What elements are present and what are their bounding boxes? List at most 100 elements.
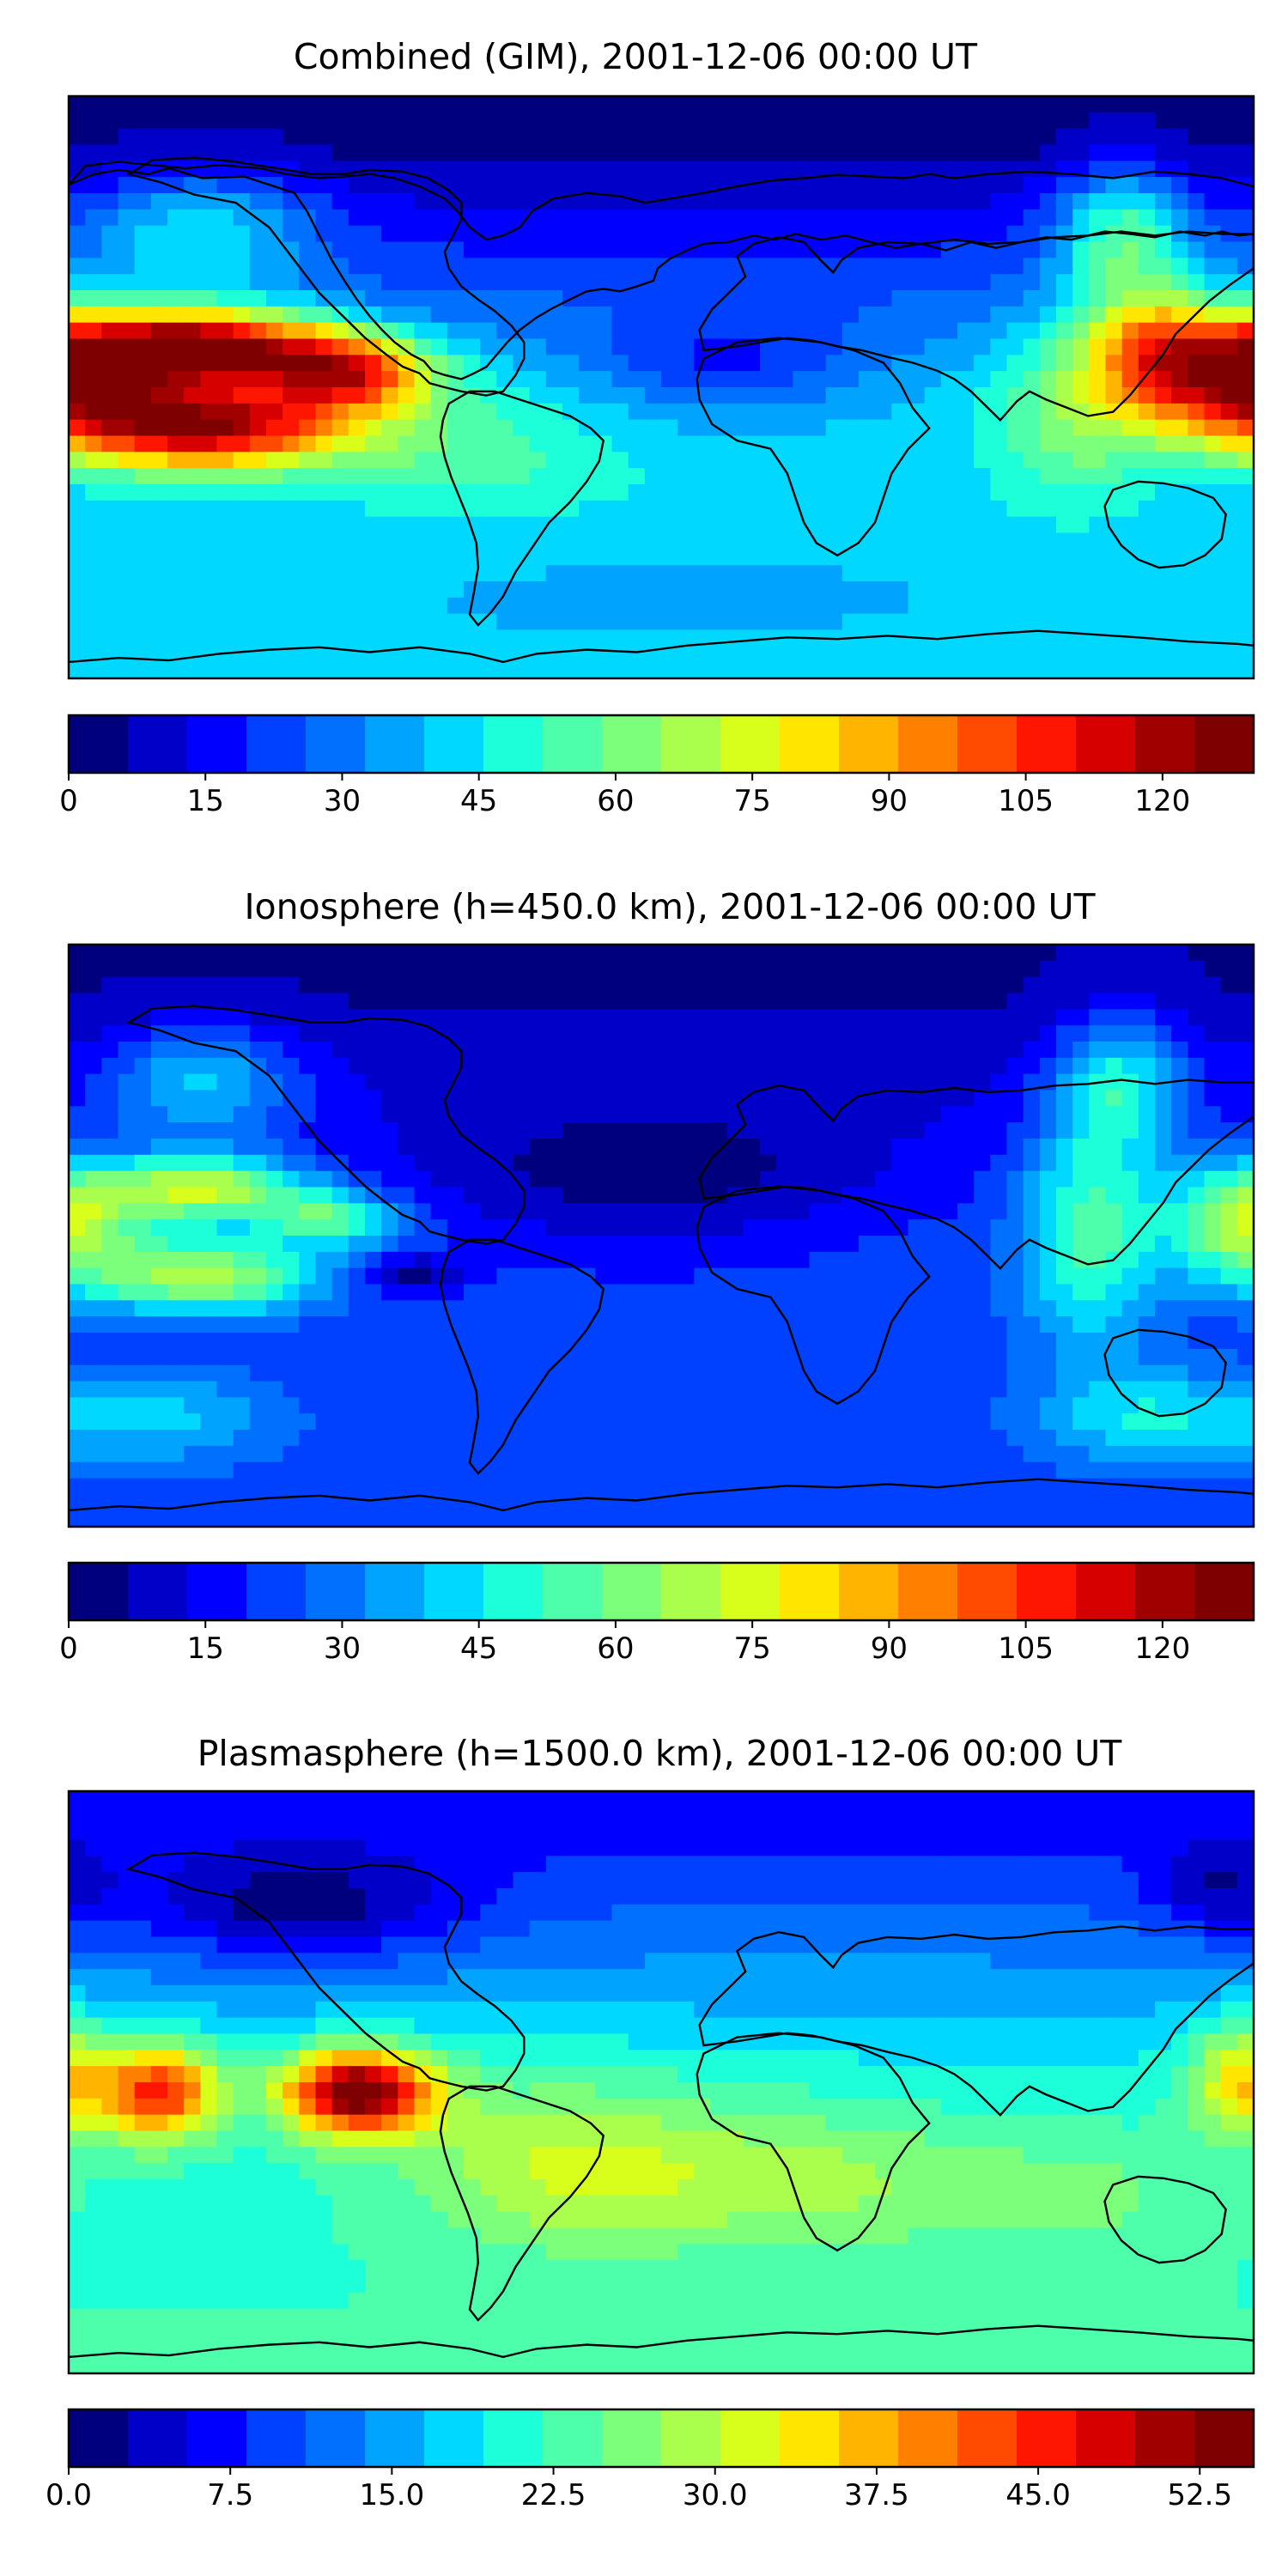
field-cell	[150, 435, 168, 453]
field-cell	[1171, 581, 1188, 598]
field-cell	[1155, 387, 1172, 404]
field-cell	[447, 1461, 465, 1479]
field-cell	[1089, 597, 1107, 615]
field-cell	[825, 945, 843, 962]
field-cell	[1089, 1348, 1107, 1366]
field-cell	[283, 1187, 300, 1204]
field-cell	[595, 629, 613, 647]
field-cell	[595, 549, 613, 566]
field-cell	[331, 435, 349, 453]
field-cell	[1155, 500, 1172, 518]
colorbar-segment	[957, 715, 1018, 773]
field-cell	[266, 1300, 283, 1317]
field-cell	[315, 144, 333, 161]
field-cell	[69, 1219, 86, 1236]
field-cell	[628, 1025, 646, 1042]
field-cell	[1105, 945, 1123, 962]
field-cell	[1236, 193, 1255, 210]
field-cell	[118, 452, 136, 469]
field-cell	[150, 338, 168, 355]
field-cell	[150, 1316, 168, 1334]
field-cell	[957, 209, 975, 227]
field-cell	[924, 1236, 942, 1253]
field-cell	[825, 1009, 843, 1026]
field-cell	[974, 629, 991, 647]
field-cell	[990, 161, 1008, 178]
field-cell	[726, 1203, 744, 1220]
field-cell	[908, 468, 926, 485]
field-cell	[249, 662, 267, 679]
field-cell	[726, 112, 744, 130]
field-cell	[200, 258, 218, 275]
field-cell	[809, 128, 827, 146]
field-cell	[1204, 241, 1222, 258]
field-cell	[908, 1397, 926, 1414]
field-cell	[661, 613, 678, 631]
field-cell	[1023, 177, 1041, 194]
field-cell	[249, 1042, 267, 1059]
field-cell	[793, 290, 811, 307]
field-cell	[1006, 1251, 1024, 1269]
field-cell	[381, 1090, 398, 1107]
field-cell	[875, 1009, 892, 1026]
field-cell	[1105, 209, 1123, 227]
field-cell	[1056, 532, 1073, 550]
field-cell	[1121, 1219, 1139, 1236]
field-cell	[1072, 500, 1090, 518]
field-cell	[331, 1333, 349, 1350]
field-cell	[134, 355, 152, 372]
field-cell	[315, 549, 333, 566]
field-cell	[496, 1170, 514, 1188]
field-cell	[595, 565, 613, 582]
field-cell	[726, 1397, 744, 1414]
field-cell	[464, 613, 481, 631]
field-cell	[793, 1154, 811, 1172]
field-cell	[875, 1364, 892, 1382]
field-cell	[1056, 1025, 1073, 1042]
field-cell	[990, 1300, 1008, 1317]
field-cell	[1056, 581, 1073, 598]
field-cell	[1089, 662, 1107, 679]
colorbar-segment	[306, 715, 366, 773]
field-cell	[150, 516, 168, 534]
field-cell	[710, 161, 728, 178]
field-cell	[1023, 387, 1041, 404]
field-cell	[315, 403, 333, 421]
field-cell	[1006, 1139, 1024, 1156]
field-cell	[118, 209, 136, 227]
field-cell	[595, 1170, 613, 1188]
field-cell	[249, 241, 267, 258]
field-cell	[1204, 144, 1222, 161]
field-cell	[677, 1300, 695, 1317]
field-cell	[1204, 613, 1222, 631]
field-cell	[644, 1251, 662, 1269]
field-cell	[1171, 1106, 1188, 1123]
field-cell	[924, 1139, 942, 1156]
field-cell	[726, 241, 744, 258]
field-cell	[859, 1413, 876, 1431]
field-cell	[414, 597, 432, 615]
field-cell	[1056, 338, 1073, 355]
field-cell	[1138, 1122, 1156, 1139]
field-cell	[249, 1445, 267, 1463]
field-cell	[414, 1122, 432, 1139]
field-cell	[266, 597, 283, 615]
field-cell	[1220, 532, 1238, 550]
field-cell	[957, 484, 975, 501]
field-cell	[793, 468, 811, 485]
field-cell	[809, 209, 827, 227]
field-cell	[710, 1364, 728, 1382]
field-cell	[710, 945, 728, 962]
field-cell	[825, 1364, 843, 1382]
field-cell	[1236, 1251, 1255, 1269]
field-cell	[1155, 516, 1172, 534]
field-cell	[150, 128, 168, 146]
field-cell	[315, 1090, 333, 1107]
field-cell	[694, 96, 712, 113]
field-cell	[957, 1381, 975, 1398]
field-cell	[1220, 1381, 1238, 1398]
field-cell	[644, 1430, 662, 1447]
field-cell	[1188, 274, 1206, 291]
field-cell	[1006, 241, 1024, 258]
field-cell	[85, 532, 102, 550]
